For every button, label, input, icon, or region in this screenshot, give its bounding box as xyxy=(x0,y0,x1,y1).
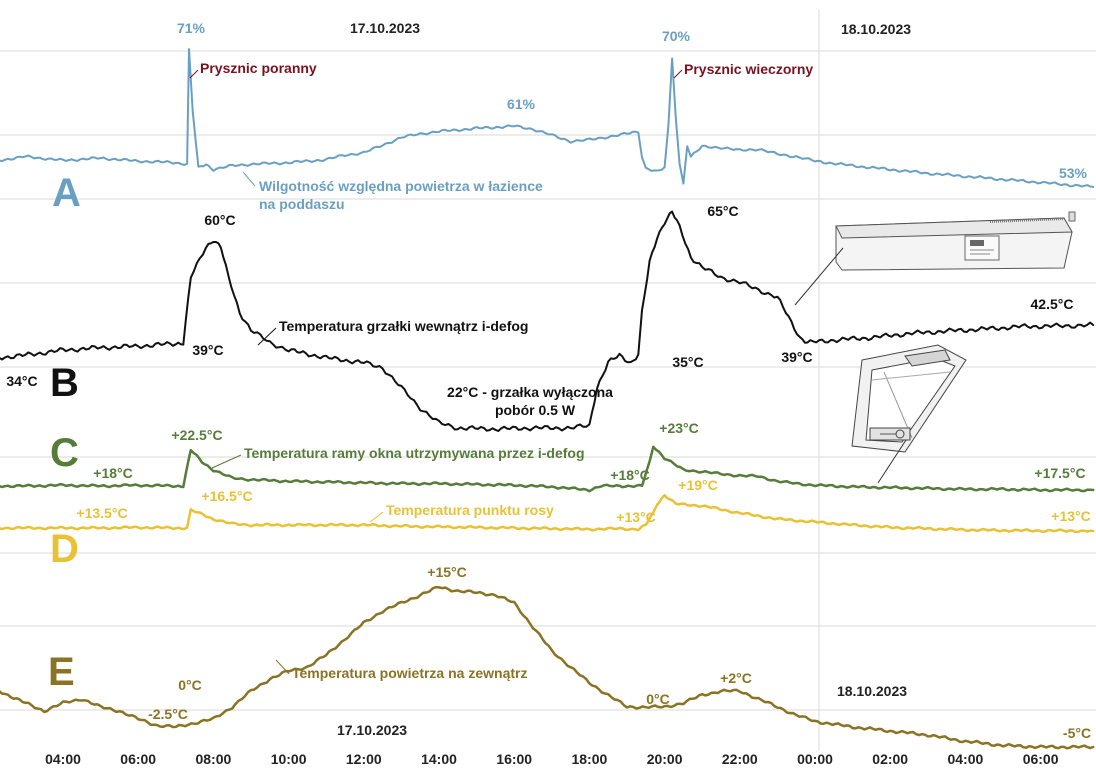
series-a-name-line2: na poddaszu xyxy=(259,196,345,212)
label-d-13-end: +13°C xyxy=(1051,508,1090,524)
series-c-name: Temperatura ramy okna utrzymywana przez … xyxy=(244,445,585,461)
label-b-60: 60°C xyxy=(204,212,235,228)
series-c-letter: C xyxy=(50,431,79,475)
series-a-name-line1: Wilgotność względna powietrza w łazience xyxy=(259,178,543,194)
label-c-18-b: +18°C xyxy=(610,467,649,483)
date-label-top-1: 17.10.2023 xyxy=(350,20,420,36)
label-d-13-5: +13.5°C xyxy=(76,505,127,521)
grid xyxy=(0,10,1096,750)
series-d-dew-point-line xyxy=(0,493,1095,534)
label-b-39-b: 39°C xyxy=(781,349,812,365)
label-e-15: +15°C xyxy=(427,564,466,580)
label-b-off-line1: 22°C - grzałka wyłączona xyxy=(447,384,613,400)
heater-device-illustration xyxy=(794,211,1076,306)
series-b-name: Temperatura grzałki wewnątrz i-defog xyxy=(279,318,528,334)
label-b-65: 65°C xyxy=(707,203,738,219)
date-label-bottom-2: 18.10.2023 xyxy=(837,683,907,699)
roof-window-illustration xyxy=(851,344,967,484)
label-a-71: 71% xyxy=(177,20,206,36)
series-b-letter: B xyxy=(50,361,79,405)
label-c-22-5: +22.5°C xyxy=(171,427,222,443)
label-b-off-line2: pobór 0.5 W xyxy=(495,402,576,418)
label-shower-evening: Prysznic wieczorny xyxy=(684,61,813,77)
series-e-letter: E xyxy=(48,650,75,694)
x-tick-label: 06:00 xyxy=(1023,751,1059,767)
label-d-16-5: +16.5°C xyxy=(201,488,252,504)
x-tick-label: 04:00 xyxy=(947,751,983,767)
series-c-frame-temp-line xyxy=(0,445,1095,493)
x-tick-label: 04:00 xyxy=(45,751,81,767)
series-e-outdoor-temp-line xyxy=(0,585,1095,750)
x-tick-label: 18:00 xyxy=(571,751,607,767)
label-e-0-a: 0°C xyxy=(178,677,202,693)
label-d-13: +13°C xyxy=(616,509,655,525)
series-a-humidity-line xyxy=(0,48,1095,188)
x-tick-label: 22:00 xyxy=(722,751,758,767)
label-a-53: 53% xyxy=(1059,165,1088,181)
series-d-name: Temperatura punktu rosy xyxy=(386,502,554,518)
label-b-39-a: 39°C xyxy=(192,342,223,358)
label-e-minus-2-5: -2.5°C xyxy=(148,706,188,722)
label-e-0-b: 0°C xyxy=(646,691,670,707)
label-a-61: 61% xyxy=(507,96,536,112)
date-label-bottom-1: 17.10.2023 xyxy=(337,722,407,738)
label-b-35: 35°C xyxy=(672,354,703,370)
label-b-34: 34°C xyxy=(6,373,37,389)
x-tick-label: 12:00 xyxy=(346,751,382,767)
label-c-23: +23°C xyxy=(659,420,698,436)
x-tick-label: 10:00 xyxy=(271,751,307,767)
label-e-2: +2°C xyxy=(720,670,752,686)
x-tick-label: 14:00 xyxy=(421,751,457,767)
label-a-70: 70% xyxy=(662,28,691,44)
x-tick-label: 20:00 xyxy=(647,751,683,767)
label-c-17-5: +17.5°C xyxy=(1034,465,1085,481)
x-tick-label: 16:00 xyxy=(496,751,532,767)
x-tick-label: 00:00 xyxy=(797,751,833,767)
label-shower-morning: Prysznic poranny xyxy=(200,60,317,76)
series-a-letter: A xyxy=(52,171,81,215)
series-d-letter: D xyxy=(50,527,79,571)
x-axis: 04:00 06:00 08:00 10:00 12:00 14:00 16:00 18:00… xyxy=(45,751,1059,767)
series-b-heater-temp-line xyxy=(0,210,1095,432)
date-label-top-2: 18.10.2023 xyxy=(841,21,911,37)
series-e-name: Temperatura powietrza na zewnątrz xyxy=(292,665,527,681)
label-b-42-5: 42.5°C xyxy=(1031,296,1074,312)
x-tick-label: 08:00 xyxy=(195,751,231,767)
x-tick-label: 06:00 xyxy=(120,751,156,767)
label-e-minus-5: -5°C xyxy=(1063,725,1091,741)
leader-lines xyxy=(189,69,683,675)
label-c-18-a: +18°C xyxy=(93,465,132,481)
label-d-19: +19°C xyxy=(678,477,717,493)
x-tick-label: 02:00 xyxy=(872,751,908,767)
